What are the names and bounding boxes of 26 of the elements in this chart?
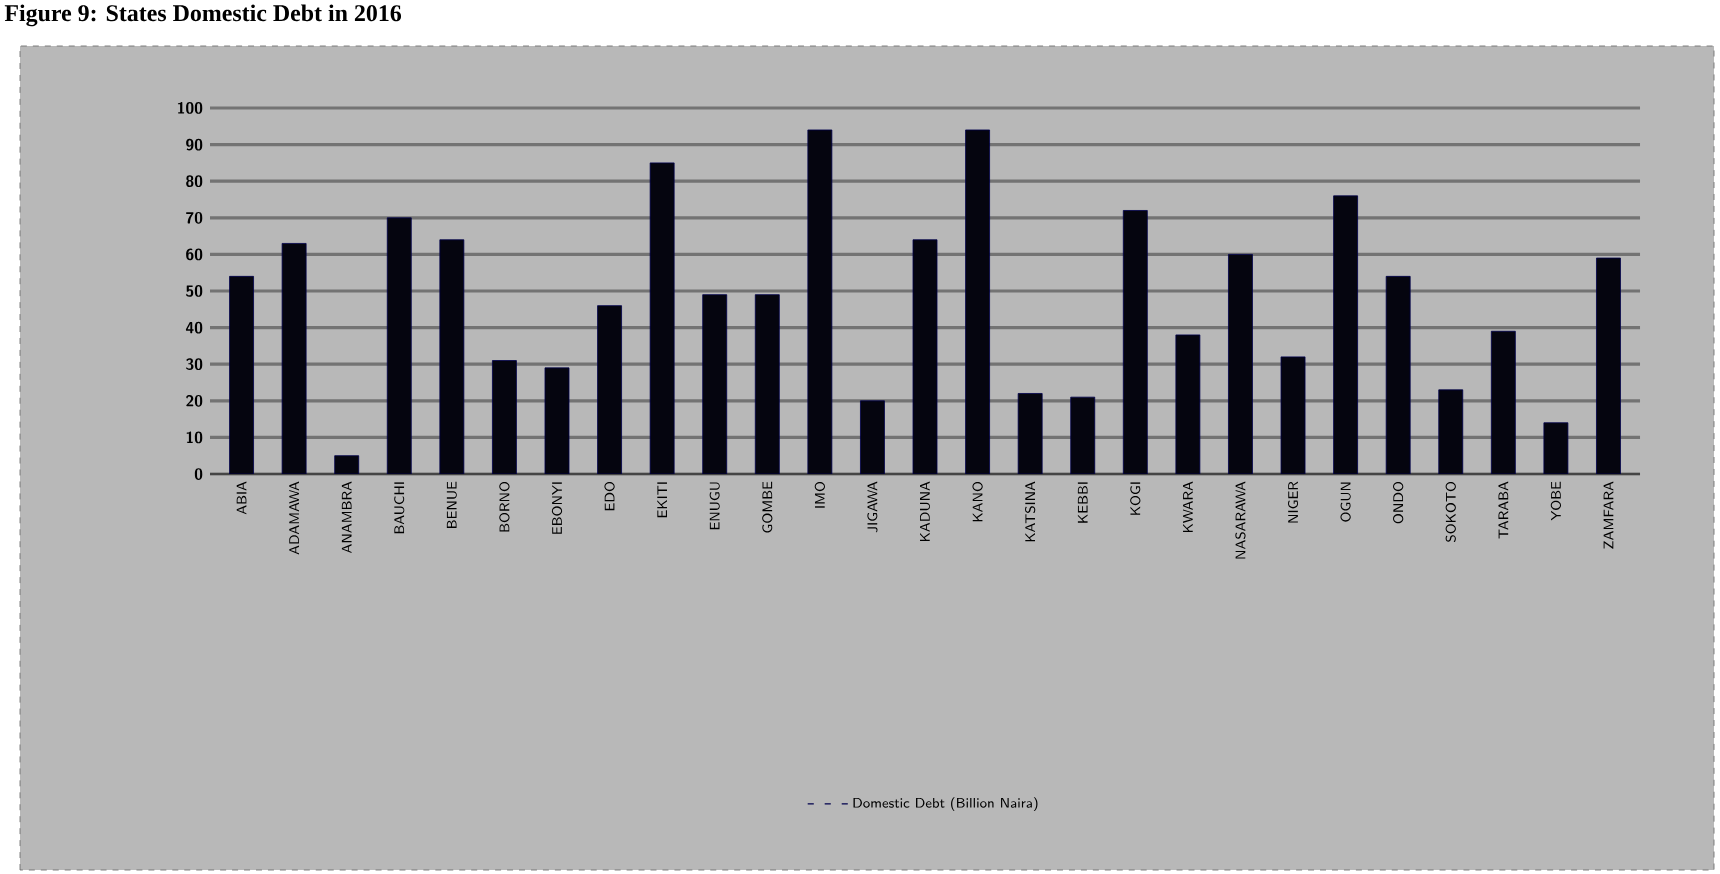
bar [229, 275, 254, 474]
bar [1596, 257, 1621, 474]
bar [386, 217, 412, 474]
bar [1490, 330, 1516, 474]
bar [492, 360, 517, 474]
bar [860, 400, 885, 474]
bar [1228, 254, 1253, 474]
bar [1280, 356, 1306, 474]
bar [1175, 334, 1201, 474]
bar [1122, 210, 1148, 474]
bar [1385, 275, 1411, 474]
bar [439, 239, 465, 474]
bar [544, 367, 570, 474]
chart-title: Figure 9: States Domestic Debt in 2016 [4, 4, 402, 27]
bar [1438, 389, 1464, 474]
bar [1017, 393, 1043, 474]
bar [702, 294, 728, 474]
bar [1333, 195, 1358, 474]
bar [281, 243, 307, 474]
bar [912, 239, 938, 474]
bar [649, 162, 675, 474]
bar [1070, 396, 1096, 474]
bar [597, 305, 622, 474]
bar [754, 294, 780, 474]
bar [965, 129, 990, 474]
bar [807, 129, 833, 474]
